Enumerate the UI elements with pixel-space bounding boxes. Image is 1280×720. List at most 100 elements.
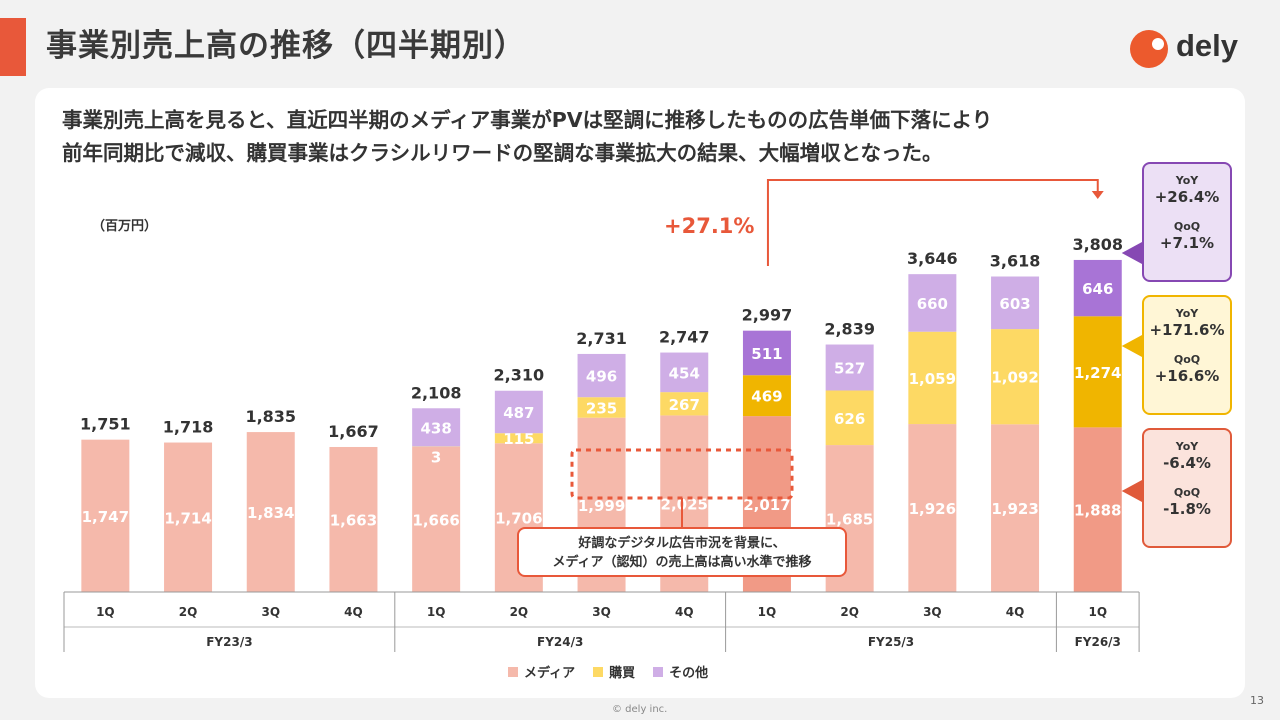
bar-other-8 bbox=[660, 352, 709, 393]
media-box-connector bbox=[1121, 480, 1142, 502]
media-yoy-label: YoY bbox=[1175, 440, 1199, 453]
bar-other-11 bbox=[908, 274, 957, 332]
media-yoy-value: -6.4% bbox=[1163, 454, 1211, 472]
callout-line-1: 好調なデジタル広告市況を背景に、 bbox=[578, 536, 786, 551]
data-label-buy-8: 267 bbox=[669, 396, 700, 414]
buy-qoq-label: QoQ bbox=[1173, 353, 1201, 366]
legend-label-media: メディア bbox=[524, 666, 576, 681]
headline-line-1: 事業別売上高を見ると、直近四半期のメディア事業がPVは堅調に推移したものの広告単… bbox=[62, 108, 993, 132]
other-yoy-label: YoY bbox=[1175, 174, 1199, 187]
buy-yoy-label: YoY bbox=[1175, 307, 1199, 320]
bar-media-11 bbox=[908, 424, 957, 592]
data-label-buy-13: 1,274 bbox=[1074, 364, 1121, 382]
total-label-5: 2,108 bbox=[411, 383, 462, 402]
quarter-label-12: 4Q bbox=[1006, 605, 1025, 619]
bar-media-13 bbox=[1073, 427, 1122, 592]
quarter-label-6: 2Q bbox=[510, 605, 529, 619]
bar-buy-13 bbox=[1073, 316, 1122, 428]
quarter-label-3: 3Q bbox=[261, 605, 280, 619]
other-growth-box: YoY +26.4% QoQ +7.1% bbox=[1142, 162, 1232, 282]
bar-buy-11 bbox=[908, 331, 957, 425]
bar-media-3 bbox=[246, 432, 295, 592]
data-label-other-13: 646 bbox=[1082, 280, 1113, 298]
bar-media-1 bbox=[81, 439, 130, 592]
fiscal-year-label-2: FY24/3 bbox=[537, 635, 583, 649]
data-label-media-11: 1,926 bbox=[909, 500, 956, 518]
unit-label: （百万円） bbox=[92, 219, 158, 234]
data-label-media-8: 2,025 bbox=[661, 496, 708, 514]
legend-swatch-media bbox=[508, 666, 518, 677]
legend: メディア 購買 その他 bbox=[508, 662, 708, 681]
total-label-12: 3,618 bbox=[990, 252, 1041, 271]
total-label-7: 2,731 bbox=[576, 329, 627, 348]
bar-media-5 bbox=[412, 446, 461, 592]
fiscal-year-label-1: FY23/3 bbox=[206, 635, 252, 649]
total-label-6: 2,310 bbox=[494, 366, 545, 385]
total-label-13: 3,808 bbox=[1072, 235, 1123, 254]
legend-item-other: その他 bbox=[653, 662, 708, 681]
data-label-media-6: 1,706 bbox=[495, 510, 542, 528]
other-box-connector bbox=[1121, 242, 1142, 264]
legend-label-buy: 購買 bbox=[609, 666, 636, 681]
data-label-media-4: 1,663 bbox=[330, 511, 377, 529]
other-yoy-value: +26.4% bbox=[1154, 188, 1220, 206]
data-label-buy-7: 235 bbox=[586, 399, 617, 417]
page-number: 13 bbox=[1250, 694, 1264, 707]
bar-media-2 bbox=[164, 442, 213, 592]
bar-buy-12 bbox=[991, 329, 1040, 425]
data-label-media-2: 1,714 bbox=[164, 509, 211, 527]
bar-media-4 bbox=[329, 446, 378, 592]
buy-growth-box: YoY +171.6% QoQ +16.6% bbox=[1142, 295, 1232, 415]
content-card bbox=[35, 88, 1245, 698]
growth-arrow-head bbox=[1091, 191, 1104, 199]
bar-other-12 bbox=[991, 276, 1040, 330]
buy-qoq-value: +16.6% bbox=[1154, 367, 1220, 385]
quarter-label-5: 1Q bbox=[427, 605, 446, 619]
media-qoq-label: QoQ bbox=[1173, 486, 1201, 499]
total-label-3: 1,835 bbox=[245, 407, 296, 426]
legend-swatch-other bbox=[653, 666, 664, 677]
total-label-2: 1,718 bbox=[163, 418, 214, 437]
data-label-media-5: 1,666 bbox=[412, 511, 459, 529]
media-callout: 好調なデジタル広告市況を背景に、 メディア（認知）の売上高は高い水準で推移 bbox=[517, 527, 847, 577]
data-label-media-1: 1,747 bbox=[82, 508, 129, 526]
data-label-buy-12: 1,092 bbox=[991, 369, 1038, 387]
quarter-label-9: 1Q bbox=[758, 605, 777, 619]
data-label-other-10: 527 bbox=[834, 360, 865, 378]
data-label-media-10: 1,685 bbox=[826, 511, 873, 529]
logo-mark-icon bbox=[1130, 30, 1168, 68]
total-label-9: 2,997 bbox=[742, 306, 793, 325]
data-label-media-7: 1,999 bbox=[578, 497, 625, 515]
quarter-label-11: 3Q bbox=[923, 605, 942, 619]
data-label-other-12: 603 bbox=[999, 295, 1030, 313]
data-label-buy-6: 115 bbox=[503, 430, 534, 448]
bar-buy-10 bbox=[825, 390, 874, 446]
bar-buy-8 bbox=[660, 392, 709, 416]
copyright: © dely inc. bbox=[612, 704, 668, 715]
dely-logo: dely bbox=[1130, 26, 1250, 72]
fiscal-year-label-4: FY26/3 bbox=[1075, 635, 1121, 649]
data-label-media-12: 1,923 bbox=[991, 500, 1038, 518]
bar-other-13 bbox=[1073, 259, 1122, 317]
bar-buy-9 bbox=[742, 375, 791, 417]
logo-text: dely bbox=[1176, 28, 1239, 63]
buy-yoy-value: +171.6% bbox=[1149, 321, 1225, 339]
other-qoq-value: +7.1% bbox=[1159, 234, 1215, 252]
title-accent-bar bbox=[0, 18, 26, 76]
data-label-other-11: 660 bbox=[917, 295, 948, 313]
total-label-11: 3,646 bbox=[907, 249, 958, 268]
data-label-other-8: 454 bbox=[669, 364, 700, 382]
data-label-media-13: 1,888 bbox=[1074, 502, 1121, 520]
legend-item-media: メディア bbox=[508, 662, 575, 681]
total-label-1: 1,751 bbox=[80, 415, 131, 434]
media-qoq-value: -1.8% bbox=[1163, 500, 1211, 518]
data-label-buy-9: 469 bbox=[751, 388, 782, 406]
bar-buy-6 bbox=[494, 433, 543, 444]
bar-other-6 bbox=[494, 390, 543, 434]
other-qoq-label: QoQ bbox=[1173, 220, 1201, 233]
data-label-other-6: 487 bbox=[503, 404, 534, 422]
headline: 事業別売上高を見ると、直近四半期のメディア事業がPVは堅調に推移したものの広告単… bbox=[62, 104, 1162, 170]
page-title: 事業別売上高の推移（四半期別） bbox=[46, 28, 526, 64]
bar-other-9 bbox=[742, 330, 791, 376]
legend-item-buy: 購買 bbox=[593, 662, 635, 681]
